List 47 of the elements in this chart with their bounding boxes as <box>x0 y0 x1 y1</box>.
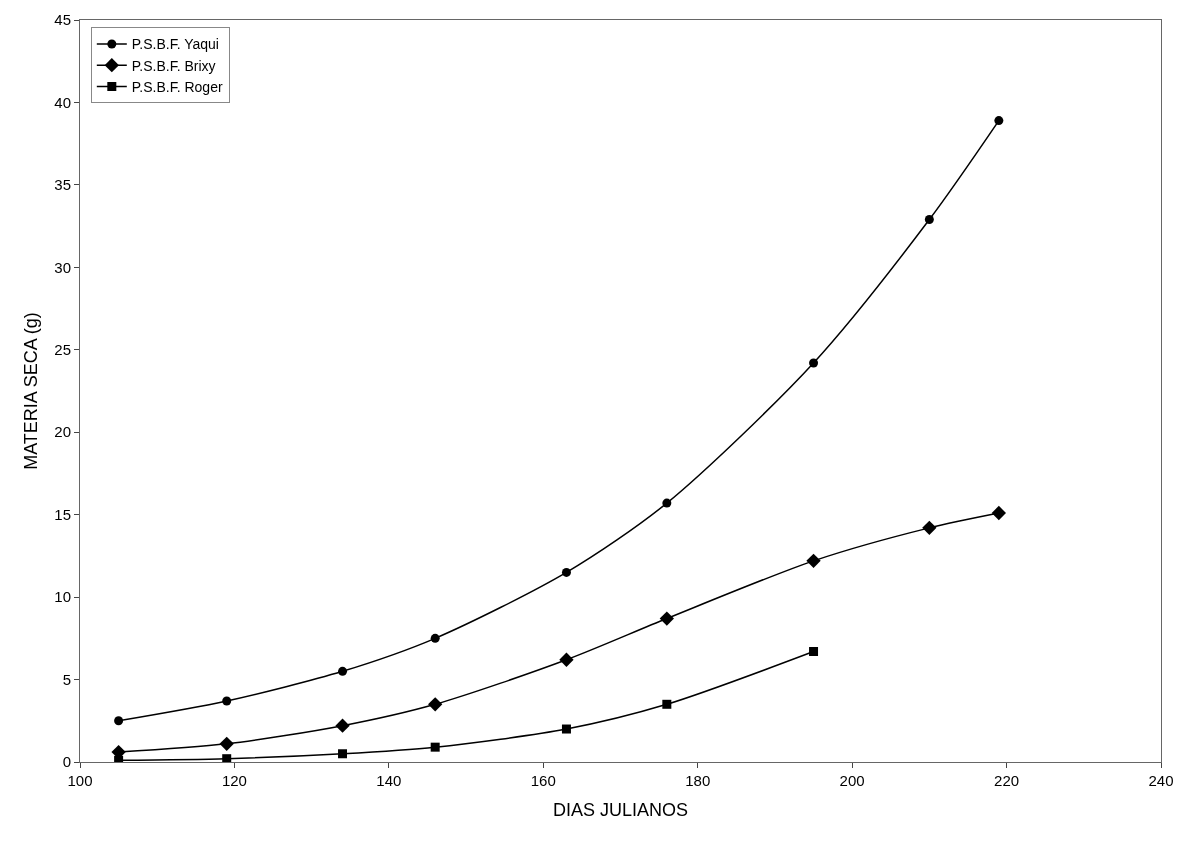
point <box>222 696 232 706</box>
point <box>991 505 1006 521</box>
legend-label: P.S.B.F. Roger <box>131 78 223 95</box>
y-tick-label: 0 <box>62 753 71 771</box>
point <box>924 215 934 225</box>
point <box>222 754 232 762</box>
point <box>662 498 672 508</box>
legend-label: P.S.B.F. Yaqui <box>131 36 219 53</box>
y-tick-label: 45 <box>54 11 71 29</box>
point <box>809 358 819 368</box>
x-tick-label: 100 <box>67 772 93 789</box>
x-tick-label: 180 <box>685 772 711 789</box>
x-tick-label: 240 <box>1148 772 1174 789</box>
point <box>806 553 821 568</box>
point <box>561 567 571 577</box>
x-tick-label: 220 <box>994 772 1020 789</box>
point <box>559 652 574 667</box>
point <box>338 749 348 759</box>
point <box>428 697 443 712</box>
x-tick-label: 200 <box>839 772 865 789</box>
y-axis-title: MATERIA SECA (g) <box>20 312 41 470</box>
y-tick-label: 30 <box>54 258 71 276</box>
point <box>662 699 672 709</box>
point <box>430 633 440 643</box>
x-tick-label: 120 <box>221 772 247 789</box>
point <box>659 611 674 626</box>
x-tick-label: 140 <box>376 772 402 789</box>
x-axis-title: DIAS JULIANOS <box>552 800 689 821</box>
point <box>114 716 124 726</box>
y-tick-label: 20 <box>54 423 71 441</box>
y-tick-label: 25 <box>54 341 71 359</box>
y-tick-label: 35 <box>54 176 71 194</box>
point <box>219 736 234 752</box>
point <box>335 718 350 733</box>
legend-label: P.S.B.F. Brixy <box>131 57 216 74</box>
x-tick-label: 160 <box>530 772 556 789</box>
point <box>561 724 571 734</box>
point <box>809 647 819 657</box>
point <box>114 755 124 762</box>
point <box>430 742 440 752</box>
y-tick-label: 15 <box>54 505 71 523</box>
y-tick-label: 40 <box>54 93 71 111</box>
point <box>338 666 348 676</box>
y-tick-label: 5 <box>62 670 71 688</box>
y-tick-label: 10 <box>54 588 71 606</box>
point <box>994 116 1004 126</box>
point <box>922 520 937 536</box>
